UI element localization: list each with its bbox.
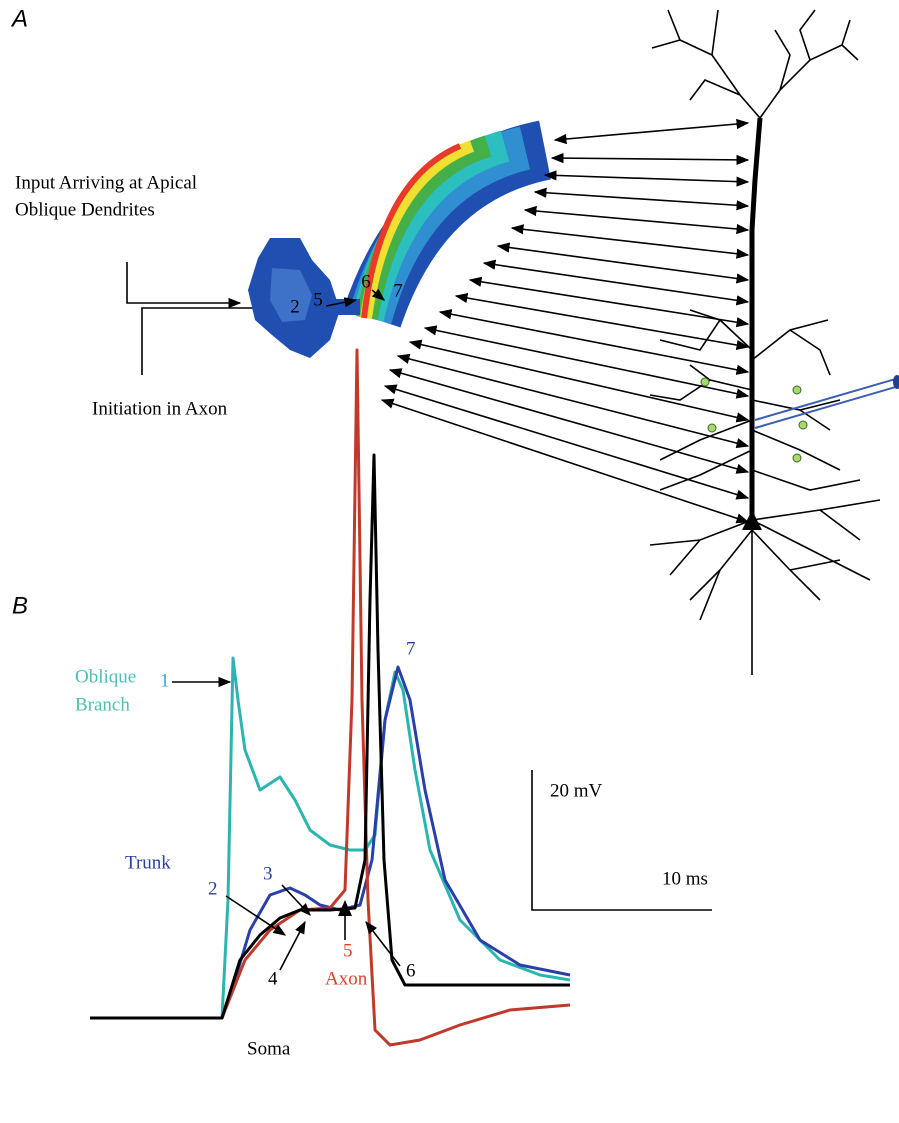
figure: A Input Arriving at Apical Oblique Dendr… <box>0 0 899 1123</box>
soma-trace <box>90 455 570 1018</box>
trace-marker: 3 <box>263 863 273 884</box>
map-label: 7 <box>393 280 403 301</box>
trace-marker: 6 <box>406 960 416 981</box>
input-label: Oblique Dendrites <box>15 199 155 220</box>
panel-label: A <box>10 5 28 32</box>
neuron <box>650 10 899 675</box>
trace-label: Soma <box>247 1038 291 1059</box>
map-label: 6 <box>361 271 371 292</box>
oblique-trace <box>90 658 570 1018</box>
trace-marker: 1 <box>160 670 170 691</box>
marker-arrow <box>280 922 305 970</box>
trace-marker: 7 <box>406 638 416 659</box>
initiation-label: Initiation in Axon <box>92 398 228 419</box>
trace-marker: 5 <box>343 940 353 961</box>
panel-label: B <box>12 592 28 619</box>
map-label: 5 <box>313 289 323 310</box>
map-label: 2 <box>290 296 300 317</box>
axon-trace <box>222 350 570 1045</box>
input-label: Input Arriving at Apical <box>15 172 197 193</box>
trace-marker: 4 <box>268 968 278 989</box>
trace-marker: 2 <box>208 878 218 899</box>
scale-label: 10 ms <box>662 868 708 889</box>
trace-label: Branch <box>75 694 130 715</box>
trace-label: Oblique <box>75 666 136 687</box>
trace-label: Trunk <box>125 852 171 873</box>
marker-arrow <box>226 896 285 935</box>
scale-label: 20 mV <box>550 780 603 801</box>
input-arrow <box>127 262 240 303</box>
trace-label: Axon <box>325 968 368 989</box>
